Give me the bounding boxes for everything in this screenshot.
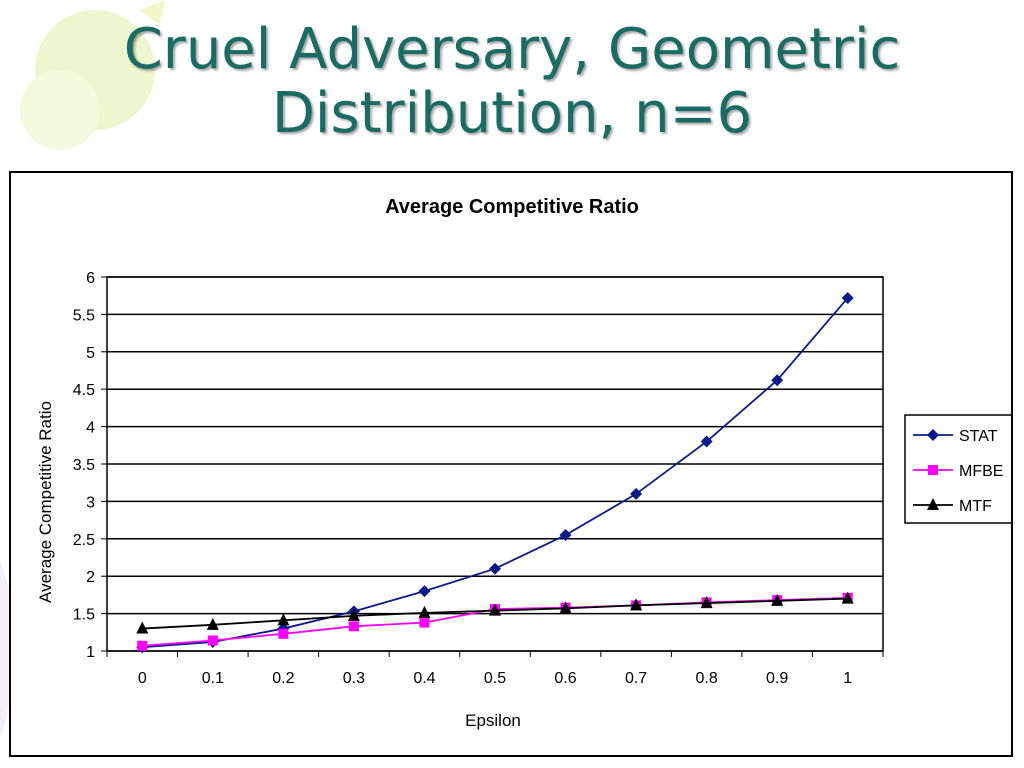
y-tick-label: 3.5 [73,457,95,474]
data-point-mtf [277,613,290,626]
x-tick-label: 0 [138,670,147,687]
x-tick-label: 0.5 [484,670,506,687]
decor-shape [140,0,165,25]
legend-marker-mfbe [928,465,938,475]
y-tick-label: 4 [86,420,95,437]
data-point-stat [771,374,784,387]
y-tick-label: 4.5 [73,382,95,399]
x-tick-label: 0.2 [272,670,294,687]
y-tick-label: 6 [86,270,95,287]
x-tick-label: 0.8 [696,670,718,687]
legend-label-stat: STAT [959,428,998,445]
x-tick-label: 1 [843,670,852,687]
data-point-stat [841,291,854,304]
data-point-mtf [418,605,431,618]
data-point-mtf [630,598,643,611]
plot-area: 1 1.5 2 2.5 3 3.5 4 4.5 5 5.5 6 0 0.1 0.2 0.3 0.4 0.5 0.6… [73,270,884,687]
y-tick-label: 5.5 [73,307,95,324]
x-axis-label: Epsilon [465,711,521,730]
legend: STAT MFBE MTF [904,414,1011,524]
x-tick-label: 0.9 [766,670,788,687]
data-point-mtf [136,621,149,634]
y-tick-label: 3 [86,494,95,511]
data-point-mfbe [207,635,218,646]
x-tick-label: 0.6 [554,670,576,687]
data-point-stat [630,487,643,500]
slide-title-line-2: Distribution, n=6 [271,81,753,146]
legend-marker-stat [927,429,939,441]
data-point-stat [559,529,572,542]
data-point-mtf [559,601,572,614]
y-axis-label: Average Competitive Ratio [36,401,55,603]
slide-title: Cruel Adversary, Geometric Distribution,… [0,18,1024,146]
data-point-mtf [841,591,854,604]
data-point-mtf [771,593,784,606]
data-point-stat [418,585,431,598]
line-chart: Average Competitive Ratio Epsilon Averag… [36,196,1011,730]
y-tick-label: 5 [86,345,95,362]
data-point-mfbe [419,617,430,628]
y-tick-label: 1.5 [73,607,95,624]
data-point-mfbe [278,628,289,639]
x-tick-label: 0.3 [343,670,365,687]
data-point-mtf [700,596,713,609]
legend-label-mfbe: MFBE [959,463,1003,480]
chart-frame: Average Competitive Ratio Epsilon Averag… [9,171,1013,757]
y-tick-label: 2.5 [73,532,95,549]
x-tick-label: 0.1 [202,670,224,687]
data-point-mtf [347,608,360,621]
legend-marker-mtf [927,498,939,510]
x-tick-label: 0.7 [625,670,647,687]
chart-title: Average Competitive Ratio [385,196,639,218]
y-tick-label: 2 [86,569,95,586]
data-point-stat [489,562,501,575]
y-tick-label: 1 [86,644,95,661]
decor-circle [20,70,100,150]
data-point-mfbe [137,640,148,651]
data-point-mtf [489,603,501,616]
data-point-stat [700,435,713,448]
slide-title-line-1: Cruel Adversary, Geometric [123,17,901,82]
x-tick-label: 0.4 [413,670,435,687]
legend-label-mtf: MTF [959,498,992,515]
data-point-mfbe [348,621,359,632]
data-point-mtf [206,617,219,630]
